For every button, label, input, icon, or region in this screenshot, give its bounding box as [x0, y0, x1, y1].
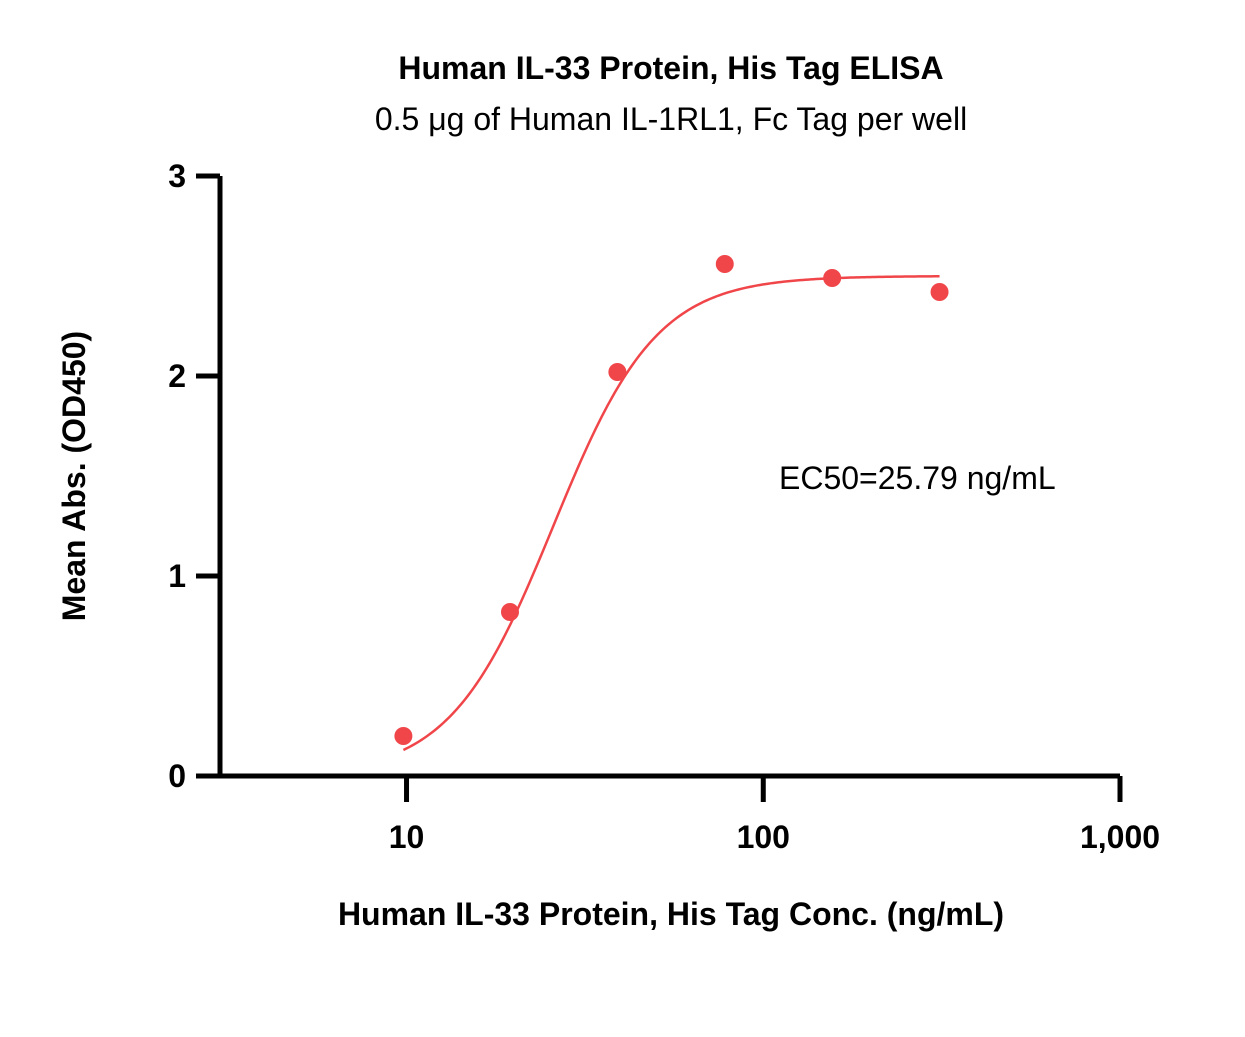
plot-area: 0 1 2 3 10 100 1,000	[168, 158, 1160, 855]
chart-title: Human IL-33 Protein, His Tag ELISA	[398, 50, 943, 86]
chart-subtitle: 0.5 μg of Human IL-1RL1, Fc Tag per well	[375, 101, 967, 137]
data-point	[715, 255, 734, 273]
data-point	[823, 269, 842, 287]
x-tick-label: 1,000	[1080, 819, 1160, 855]
data-point	[500, 603, 519, 621]
y-tick-label: 0	[168, 758, 186, 794]
y-axis-title: Mean Abs. (OD450)	[56, 331, 92, 621]
data-point	[930, 283, 949, 301]
x-axis-title: Human IL-33 Protein, His Tag Conc. (ng/m…	[338, 896, 1004, 932]
x-tick-label: 10	[389, 819, 425, 855]
y-tick-label: 1	[168, 558, 186, 594]
x-tick-label: 100	[737, 819, 790, 855]
ec50-annotation: EC50=25.79 ng/mL	[779, 460, 1056, 496]
data-point	[608, 363, 627, 381]
data-point	[394, 727, 413, 745]
y-tick-label: 3	[168, 158, 186, 194]
y-tick-label: 2	[168, 358, 186, 394]
fit-curve	[402, 275, 940, 752]
